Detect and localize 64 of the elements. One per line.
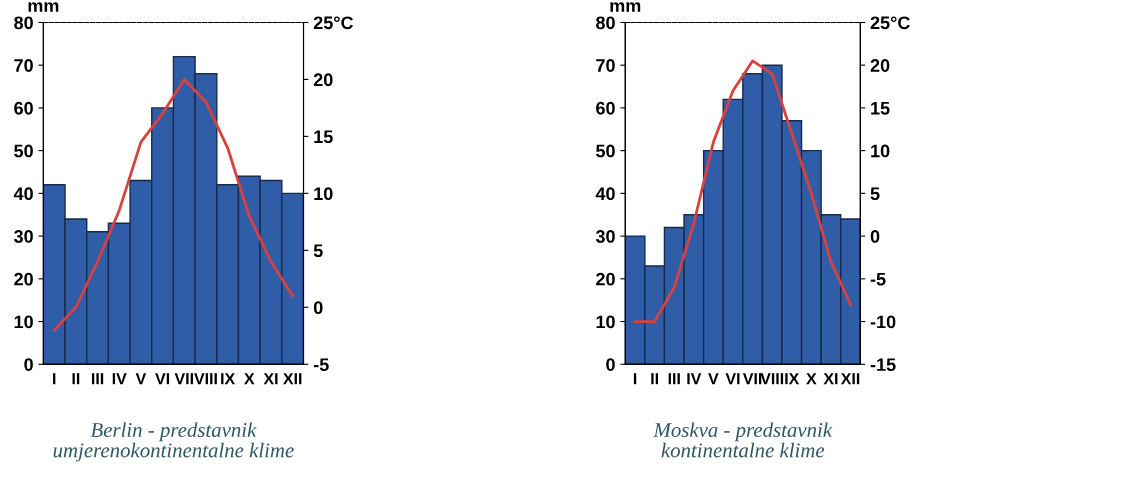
y-tick-label: 80: [596, 16, 615, 30]
x-tick-label: V: [708, 373, 719, 385]
y-tick-label: 40: [595, 187, 615, 201]
x-tick-label: III: [668, 373, 680, 385]
x-tick-label: VI: [155, 373, 170, 385]
y2-tick-label: 10: [314, 187, 333, 201]
text: Berlin - predstavnik umjerenokontinentalne klime: [53, 422, 294, 462]
x-tick-label: VII: [742, 373, 762, 385]
y-tick-label: 70: [14, 59, 33, 72]
x-tick-label: VIII: [760, 373, 784, 385]
x-tick-label: VI: [725, 373, 740, 385]
y-tick-label: 50: [596, 144, 615, 158]
x-tick-label: XI: [823, 373, 838, 385]
y-tick-label: 30: [595, 230, 615, 243]
y2-tick-label: 0: [870, 230, 880, 243]
x-tick-label: III: [91, 373, 104, 385]
x-tick-label: X: [806, 373, 817, 385]
y-tick-label: 40: [13, 187, 33, 201]
y2-tick-label: -5: [870, 272, 886, 286]
y2-tick-label: 5: [870, 187, 880, 201]
x-tick-label: IV: [687, 373, 702, 385]
y-tick-label: 10: [596, 315, 615, 329]
x-tick-label: II: [651, 373, 659, 385]
y2-tick-label: 15: [314, 130, 333, 144]
y-axis-title: mm: [610, 2, 641, 12]
y2-tick-label: 25°C: [870, 16, 910, 30]
x-tick-label: IX: [221, 373, 236, 385]
y2-tick-label: 15: [871, 102, 890, 115]
y2-tick-label: 0: [313, 301, 323, 315]
y-tick-label: 20: [596, 272, 615, 286]
y2-tick-label: 20: [313, 73, 333, 87]
text: Moskva - predstavnik kontinentalne klime: [653, 422, 833, 458]
x-tick-label: II: [72, 373, 80, 385]
y-tick-label: 30: [13, 230, 33, 243]
y2-tick-label: 10: [871, 144, 890, 158]
y-tick-label: 50: [14, 144, 33, 158]
y-tick-label: 80: [14, 16, 33, 30]
x-tick-label: XI: [263, 373, 278, 385]
line-series: [52, 78, 295, 332]
y-tick-label: 60: [596, 101, 615, 115]
y-tick-label: 20: [14, 272, 33, 286]
line-series: [633, 59, 852, 323]
x-tick-label: VII: [174, 373, 193, 385]
y2-tick-label: -15: [870, 358, 896, 371]
y-tick-label: 70: [596, 59, 615, 72]
x-tick-label: XII: [840, 373, 860, 385]
y-tick-label: 60: [14, 101, 33, 115]
x-tick-label: X: [244, 373, 255, 385]
x-tick-label: VIII: [194, 373, 217, 385]
y2-tick-label: 25°C: [313, 16, 354, 30]
y2-tick-label: -10: [870, 315, 896, 329]
x-tick-label: XII: [283, 373, 302, 385]
x-tick-label: V: [135, 373, 147, 385]
y-tick-label: 0: [24, 358, 33, 371]
y2-tick-label: 5: [313, 244, 323, 258]
y-tick-label: 10: [14, 315, 33, 329]
x-tick-label: IV: [112, 373, 127, 385]
x-tick-label: I: [633, 373, 637, 385]
y-axis-title: mm: [28, 2, 59, 12]
y2-tick-label: -5: [313, 358, 329, 371]
x-tick-label: I: [53, 373, 56, 385]
y-tick-label: 0: [606, 358, 615, 371]
x-tick-label: IX: [785, 373, 800, 385]
y2-tick-label: 20: [870, 59, 890, 72]
